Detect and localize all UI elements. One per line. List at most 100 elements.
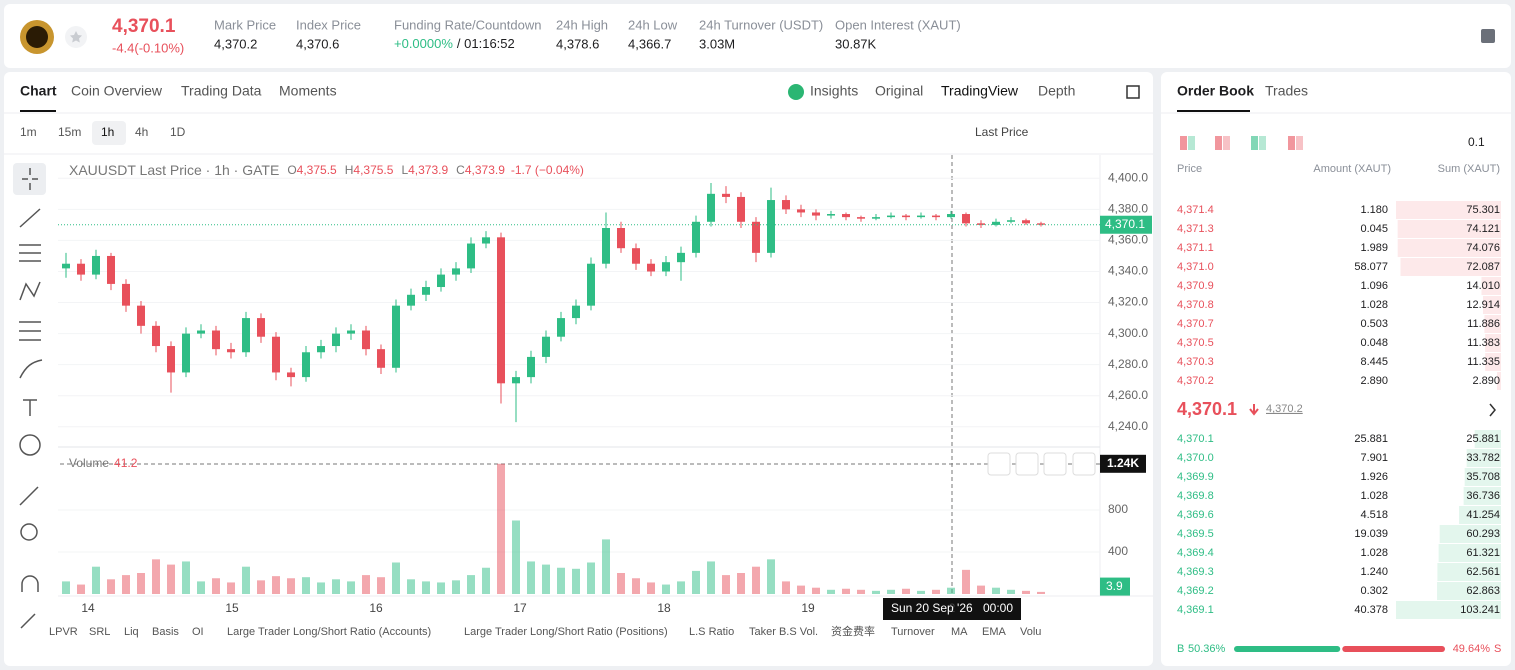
- ob-price: 4,370.0: [1177, 452, 1214, 464]
- ob-price: 4,370.7: [1177, 318, 1214, 330]
- indicator[interactable]: SRL: [89, 626, 110, 638]
- interval[interactable]: 15m: [58, 125, 81, 139]
- indicator[interactable]: Taker B.S Vol.: [749, 626, 818, 638]
- ob-price: 4,369.1: [1177, 604, 1214, 616]
- volume-bar: [752, 566, 760, 594]
- chart-legend: XAUUSDT Last Price · 1h · GATE O4,375.5 H4…: [69, 162, 584, 178]
- pane-action[interactable]: [1043, 452, 1067, 476]
- pane-action[interactable]: [1072, 452, 1096, 476]
- layout-icon[interactable]: [1126, 85, 1140, 99]
- ob-sum: 72.087: [1466, 261, 1500, 273]
- volume-bar: [332, 579, 340, 594]
- volume-bar: [677, 581, 685, 594]
- stat-label: Index Price: [296, 17, 361, 32]
- ob-amount: 0.048: [1360, 337, 1388, 349]
- depth-bar: [1437, 582, 1501, 600]
- ohlc-value: 4,375.5: [297, 163, 337, 177]
- ob-sum: 62.863: [1466, 585, 1500, 597]
- indicator[interactable]: LPVR: [49, 626, 78, 638]
- candle-body: [302, 352, 310, 378]
- view-mode[interactable]: [1188, 136, 1195, 150]
- volume-bar: [137, 573, 145, 594]
- ob-amount: 1.096: [1360, 280, 1388, 292]
- indicator[interactable]: Basis: [152, 626, 179, 638]
- view-mode[interactable]: [1251, 136, 1258, 150]
- price-type[interactable]: Last Price: [975, 125, 1029, 139]
- drawing-tools[interactable]: [19, 168, 43, 629]
- view-mode[interactable]: [1296, 136, 1303, 150]
- depth-bar: [1437, 563, 1501, 581]
- view-mode[interactable]: [1288, 136, 1295, 150]
- candle-body: [407, 294, 415, 306]
- candle-body: [737, 196, 745, 222]
- view-tab[interactable]: Insights: [810, 83, 858, 99]
- candle-body: [977, 223, 985, 225]
- candle-body: [632, 248, 640, 264]
- ohlc-value: 4,375.5: [353, 163, 393, 177]
- pane-action[interactable]: [987, 452, 1011, 476]
- volume-bar: [527, 561, 535, 594]
- volume-last-label: 3.9: [1106, 579, 1123, 593]
- sell-ratio: 49.64%: [1453, 643, 1491, 655]
- x-tick-label: 18: [657, 601, 671, 615]
- interval[interactable]: 1h: [101, 125, 114, 139]
- volume-bar: [497, 463, 505, 594]
- indicator[interactable]: Turnover: [891, 626, 935, 638]
- depth-bar: [1439, 525, 1501, 543]
- calculator-icon[interactable]: [1481, 29, 1495, 43]
- tab[interactable]: Trading Data: [181, 83, 262, 99]
- tab[interactable]: Chart: [20, 83, 57, 99]
- indicator[interactable]: EMA: [982, 626, 1007, 638]
- view-tab[interactable]: TradingView: [941, 83, 1019, 99]
- candle-body: [782, 200, 790, 210]
- tool-active-bg: [13, 163, 46, 195]
- indicator[interactable]: MA: [951, 626, 968, 638]
- precision[interactable]: 0.1: [1468, 135, 1485, 149]
- view-mode[interactable]: [1180, 136, 1187, 150]
- indicator[interactable]: L.S Ratio: [689, 626, 734, 638]
- ob-tab[interactable]: Order Book: [1177, 83, 1254, 99]
- candle-body: [902, 215, 910, 218]
- candle-body: [272, 336, 280, 373]
- pane-action[interactable]: [1015, 452, 1039, 476]
- candle-body: [62, 263, 70, 269]
- indicator[interactable]: Large Trader Long/Short Ratio (Positions…: [464, 626, 668, 638]
- ob-tab[interactable]: Trades: [1265, 83, 1308, 99]
- chevron[interactable]: [1489, 403, 1496, 417]
- indicator[interactable]: OI: [192, 626, 204, 638]
- indicator[interactable]: 资金费率: [831, 624, 875, 638]
- buy-ratio: 50.36%: [1188, 643, 1226, 655]
- tab[interactable]: Coin Overview: [71, 83, 163, 99]
- header-panel: [4, 4, 1511, 68]
- volume-bar: [707, 561, 715, 594]
- stat-value: +0.0000% / 01:16:52: [394, 36, 515, 51]
- stat-value: 30.87K: [835, 36, 877, 51]
- ob-sum: 35.708: [1466, 471, 1500, 483]
- ob-amount: 0.302: [1360, 585, 1388, 597]
- interval[interactable]: 1D: [170, 125, 186, 139]
- y-tick-label: 4,340.0: [1108, 264, 1148, 278]
- volume-bar: [392, 562, 400, 594]
- interval[interactable]: 1m: [20, 125, 37, 139]
- volume-bar: [272, 576, 280, 594]
- indicator[interactable]: Liq: [124, 626, 139, 638]
- view-mode[interactable]: [1259, 136, 1266, 150]
- view-tab[interactable]: Depth: [1038, 83, 1075, 99]
- volume-name: Volume: [69, 456, 109, 470]
- tab[interactable]: Moments: [279, 83, 337, 99]
- volume-bar: [977, 585, 985, 594]
- indicator[interactable]: Volu: [1020, 626, 1041, 638]
- interval[interactable]: 4h: [135, 125, 148, 139]
- volume-bar: [782, 581, 790, 594]
- candle-body: [572, 305, 580, 319]
- volume-bar: [152, 559, 160, 594]
- candle-body: [152, 325, 160, 347]
- view-mode[interactable]: [1223, 136, 1230, 150]
- volume-bar: [647, 582, 655, 594]
- sell-ratio-bar: [1342, 646, 1445, 652]
- view-tab[interactable]: Original: [875, 83, 923, 99]
- depth-bar: [1397, 239, 1501, 257]
- view-mode[interactable]: [1215, 136, 1222, 150]
- indicator[interactable]: Large Trader Long/Short Ratio (Accounts): [227, 626, 431, 638]
- ohlc-value: 4,373.9: [465, 163, 505, 177]
